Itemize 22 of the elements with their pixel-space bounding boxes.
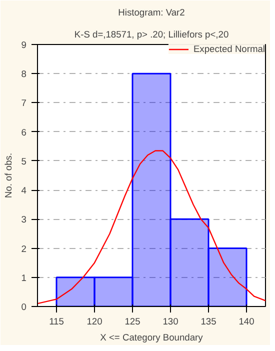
y-tick-label: 3 (21, 214, 27, 225)
y-tick-label: 8 (21, 69, 27, 80)
x-tick-label: 120 (86, 316, 102, 326)
legend-label: Expected Normal (193, 44, 265, 54)
line-series (38, 150, 266, 304)
y-axis-title: No. of obs. (3, 152, 14, 198)
y-tick-label: 6 (21, 127, 27, 138)
y-tick-label: 1 (21, 272, 27, 283)
x-tick-label: 115 (49, 316, 64, 326)
y-tick-label: 9 (21, 40, 27, 50)
x-tick-label: 130 (162, 316, 178, 326)
chart-title: Histogram: Var2 (118, 8, 185, 18)
y-tick-label: 0 (21, 302, 27, 312)
y-tick-label: 4 (21, 186, 27, 196)
x-axis-title: X <= Category Boundary (100, 332, 204, 342)
y-tick-label: 2 (21, 244, 27, 254)
y-tick-label: 7 (21, 98, 27, 108)
chart-subtitle: K-S d=,18571, p> .20; Lilliefors p<,20 (74, 30, 229, 40)
x-tick-label: 135 (200, 316, 216, 326)
x-tick-label: 125 (124, 316, 140, 326)
y-tick-label: 5 (21, 156, 27, 166)
x-tick-label: 140 (238, 316, 254, 326)
